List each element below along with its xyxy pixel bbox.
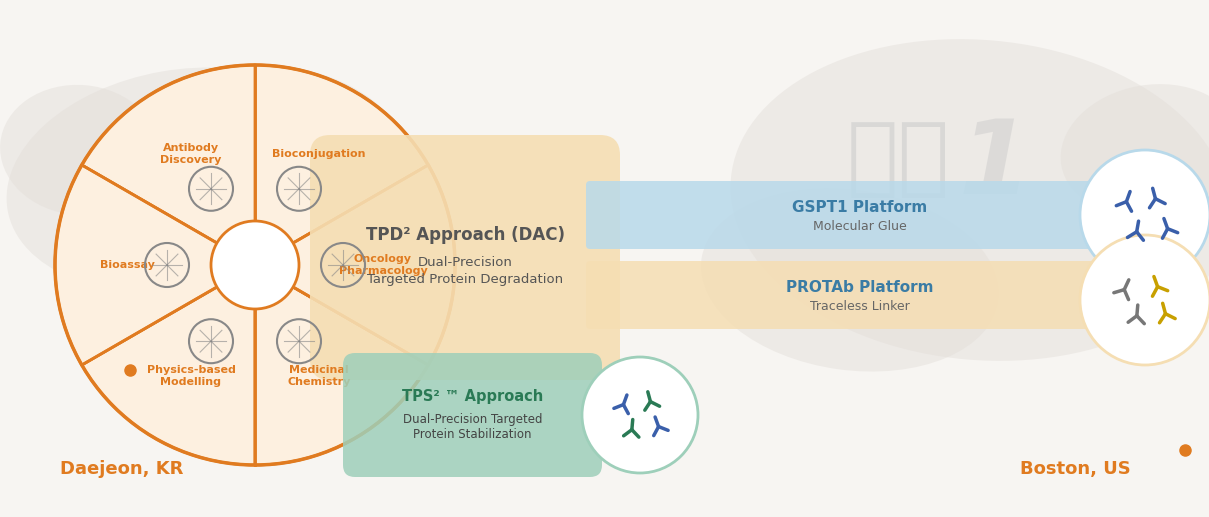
Text: Physics-based
Modelling: Physics-based Modelling (146, 364, 236, 387)
Text: Bioassay: Bioassay (99, 260, 155, 270)
Wedge shape (255, 65, 428, 265)
Circle shape (582, 357, 698, 473)
FancyArrow shape (1084, 269, 1149, 321)
Text: Dual-Precision Targeted: Dual-Precision Targeted (403, 413, 543, 425)
Text: Antibody
Discovery: Antibody Discovery (161, 143, 221, 165)
Text: 1: 1 (959, 114, 1031, 216)
Text: Medicinal
Chemistry: Medicinal Chemistry (288, 364, 351, 387)
Text: GSPT1 Platform: GSPT1 Platform (792, 201, 927, 216)
Text: TPD² Approach (DAC): TPD² Approach (DAC) (365, 226, 565, 245)
Circle shape (1080, 235, 1209, 365)
Text: Boston, US: Boston, US (1020, 460, 1130, 478)
FancyBboxPatch shape (586, 261, 1094, 329)
Ellipse shape (0, 85, 160, 215)
Wedge shape (82, 65, 255, 265)
Wedge shape (54, 165, 255, 365)
Ellipse shape (6, 68, 353, 293)
Wedge shape (255, 165, 455, 365)
FancyBboxPatch shape (586, 181, 1094, 249)
Wedge shape (82, 265, 255, 465)
Circle shape (212, 221, 299, 309)
Wedge shape (255, 265, 428, 465)
FancyBboxPatch shape (310, 135, 620, 380)
Text: Oncology
Pharmacology: Oncology Pharmacology (339, 254, 427, 276)
Text: Targeted Protein Degradation: Targeted Protein Degradation (368, 273, 563, 286)
Text: Traceless Linker: Traceless Linker (810, 300, 910, 313)
Wedge shape (255, 165, 455, 365)
Text: PROTAb Platform: PROTAb Platform (786, 281, 933, 296)
Text: Molecular Glue: Molecular Glue (814, 220, 907, 234)
Text: Dual-Precision: Dual-Precision (417, 256, 513, 269)
Text: Protein Stabilization: Protein Stabilization (413, 429, 532, 442)
Ellipse shape (730, 39, 1209, 361)
FancyBboxPatch shape (343, 353, 602, 477)
Circle shape (1080, 150, 1209, 280)
Text: TPS² ™ Approach: TPS² ™ Approach (401, 389, 543, 404)
FancyArrow shape (1084, 190, 1149, 240)
Text: Bioconjugation: Bioconjugation (272, 149, 366, 159)
Ellipse shape (701, 189, 999, 372)
Ellipse shape (203, 65, 398, 175)
Text: 뉴스: 뉴스 (846, 118, 950, 202)
Ellipse shape (1060, 84, 1209, 216)
Text: Daejeon, KR: Daejeon, KR (60, 460, 184, 478)
